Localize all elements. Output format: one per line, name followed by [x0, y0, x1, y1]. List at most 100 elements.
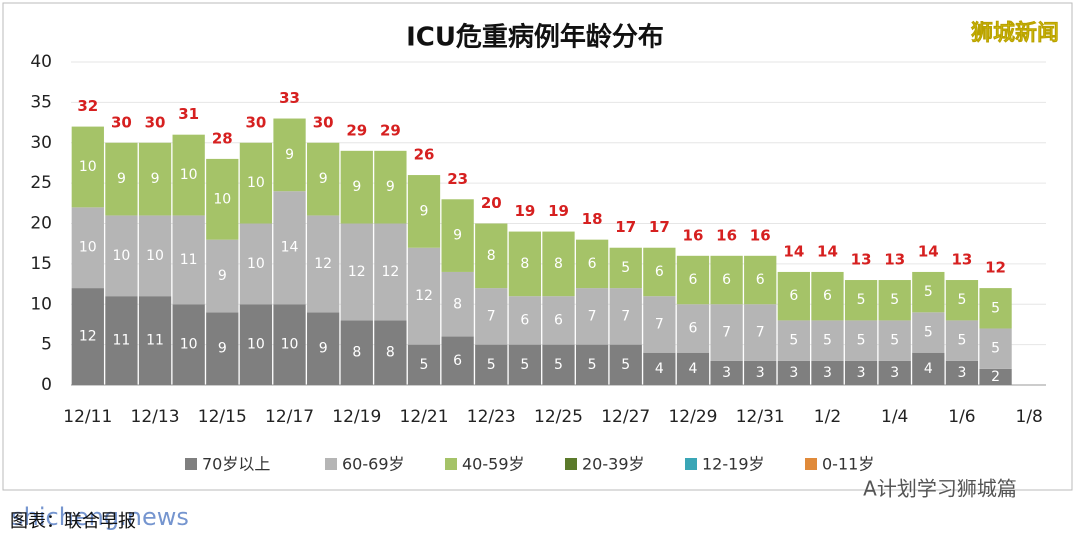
segment-label: 7	[487, 308, 496, 324]
total-label: 13	[851, 251, 872, 269]
segment-label: 6	[655, 264, 664, 280]
segment-label: 14	[281, 240, 299, 256]
source: 图表：联合早报	[10, 511, 136, 532]
segment-label: 5	[621, 357, 630, 373]
bar-segment	[979, 288, 1012, 329]
bar-segment	[138, 215, 172, 297]
bar-segment	[912, 352, 945, 385]
bar-segment	[71, 126, 104, 208]
segment-label: 5	[420, 357, 429, 373]
segment-label: 3	[890, 365, 899, 381]
total-label: 23	[447, 170, 468, 188]
bar-segment	[138, 142, 172, 216]
bar-segment	[643, 352, 676, 385]
segment-label: 10	[213, 191, 231, 207]
segment-label: 9	[352, 179, 361, 195]
bar-segment	[811, 360, 844, 385]
total-label: 16	[716, 226, 737, 244]
legend-label: 60-69岁	[342, 455, 405, 474]
segment-label: 10	[79, 240, 97, 256]
bar-segment	[273, 304, 306, 385]
bar-segment	[811, 271, 844, 321]
bar-segment	[777, 360, 810, 385]
bar-segment	[844, 280, 878, 321]
segment-label: 9	[386, 179, 395, 195]
legend-label: 12-19岁	[702, 455, 765, 474]
segment-label: 10	[79, 159, 97, 175]
bar-segment	[374, 223, 407, 321]
bar-segment	[575, 344, 609, 385]
segment-label: 5	[789, 333, 798, 349]
bar-segment	[744, 304, 777, 361]
segment-label: 10	[281, 337, 299, 353]
bar-segment	[172, 304, 205, 385]
x-tick-label: 12/15	[198, 407, 247, 427]
total-label: 14	[918, 242, 939, 260]
segment-label: 8	[386, 345, 395, 361]
bar-segment	[878, 320, 911, 361]
segment-label: 5	[621, 260, 630, 276]
segment-label: 9	[117, 171, 126, 187]
y-tick-label: 0	[41, 375, 52, 395]
bar-segment	[340, 150, 373, 224]
bar-segment	[172, 134, 205, 216]
bar-segment	[407, 344, 441, 385]
legend-swatch	[565, 458, 577, 470]
bar-segment	[307, 215, 340, 313]
segment-label: 5	[487, 357, 496, 373]
watermark: shicheng.news	[11, 503, 189, 531]
segment-label: 11	[180, 252, 198, 268]
segment-label: 8	[352, 345, 361, 361]
bar-segment	[575, 239, 609, 289]
bar-segment	[710, 360, 743, 385]
x-tick-label: 1/4	[881, 407, 908, 427]
segment-label: 11	[113, 333, 131, 349]
total-label: 28	[212, 129, 233, 147]
segment-label: 3	[957, 365, 966, 381]
bar-segment	[609, 247, 642, 289]
total-label: 30	[111, 113, 132, 131]
bar-segment	[542, 296, 575, 345]
bar-segment	[407, 247, 441, 345]
bar-segment	[441, 199, 474, 272]
x-tick-label: 12/27	[601, 407, 650, 427]
bar-segment	[979, 368, 1012, 385]
segment-label: 7	[621, 308, 630, 324]
total-label: 20	[481, 194, 502, 212]
total-label: 30	[313, 113, 334, 131]
total-label: 14	[817, 242, 838, 260]
segment-label: 7	[756, 325, 765, 341]
total-label: 13	[952, 251, 973, 269]
frame	[2, 2, 1073, 491]
bar-segment	[105, 296, 138, 385]
bar-segment	[71, 207, 104, 289]
bar-segment	[912, 271, 945, 313]
bar-segment	[979, 328, 1012, 369]
bar-segment	[307, 142, 340, 216]
x-tick-label: 12/17	[265, 407, 314, 427]
legend-swatch	[445, 458, 457, 470]
watermark: A计划学习狮城篇	[863, 477, 1017, 501]
segment-label: 9	[319, 341, 328, 357]
total-label: 19	[514, 202, 535, 220]
total-label: 29	[380, 121, 401, 139]
segment-label: 12	[415, 288, 433, 304]
segment-label: 9	[319, 171, 328, 187]
total-label: 32	[77, 97, 98, 115]
total-label: 26	[414, 146, 435, 164]
segment-label: 7	[588, 308, 597, 324]
bar-segment	[407, 175, 441, 248]
segment-label: 9	[285, 147, 294, 163]
segment-label: 5	[890, 333, 899, 349]
bar-segment	[71, 288, 104, 385]
segment-label: 8	[487, 248, 496, 264]
legend-label: 0-11岁	[822, 455, 874, 474]
total-label: 31	[178, 105, 199, 123]
total-label: 30	[245, 113, 266, 131]
segment-label: 6	[789, 288, 798, 304]
segment-label: 6	[823, 288, 832, 304]
segment-label: 9	[218, 341, 227, 357]
bar-segment	[844, 320, 878, 361]
chart-title: ICU危重病例年龄分布	[406, 22, 664, 53]
